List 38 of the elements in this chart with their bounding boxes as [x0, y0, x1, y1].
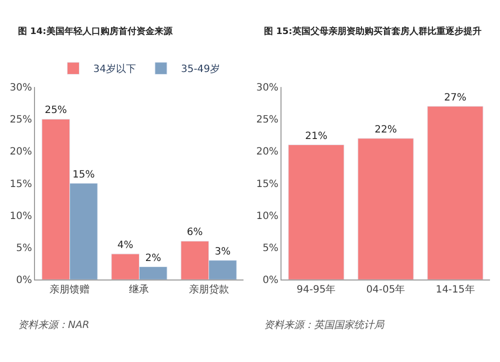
- chart-title: 图 14:美国年轻人口购房首付资金来源: [18, 26, 174, 37]
- y-tick-label: 5%: [262, 243, 278, 254]
- legend-label: 35-49岁: [180, 63, 220, 76]
- y-tick-label: 20%: [256, 146, 278, 158]
- legend-label: 34岁以下: [93, 63, 136, 76]
- text: 27%: [444, 92, 466, 104]
- x-tick-label: 继承: [129, 284, 150, 296]
- y-tick-label: 30%: [10, 82, 32, 94]
- y-tick-label: 10%: [256, 210, 278, 222]
- bar: [427, 106, 484, 280]
- y-tick-label: 30%: [256, 82, 278, 94]
- text: 4%: [117, 240, 134, 251]
- y-tick-label: 25%: [10, 114, 32, 126]
- x-tick-label: 94-95年: [296, 284, 336, 296]
- y-tick-label: 0%: [16, 275, 32, 286]
- x-tick-label: 亲朋贷款: [188, 284, 229, 296]
- text: 22%: [374, 124, 397, 136]
- y-tick-label: 15%: [256, 178, 278, 190]
- y-tick-label: 5%: [16, 243, 32, 254]
- x-tick-label: 亲朋馈赠: [50, 284, 90, 296]
- y-tick-label: 10%: [10, 210, 32, 222]
- text: 21%: [305, 130, 328, 142]
- x-tick-label: 14-15年: [436, 284, 475, 296]
- text: 25%: [44, 105, 67, 116]
- y-tick-label: 25%: [256, 114, 278, 126]
- text: 15%: [72, 169, 95, 180]
- bar: [288, 144, 344, 280]
- y-tick-label: 20%: [10, 146, 32, 158]
- text: 3%: [214, 246, 231, 258]
- text: 资料来源：NAR: [18, 319, 90, 331]
- x-tick-label: 04-05年: [366, 284, 406, 296]
- text: 2%: [145, 252, 162, 264]
- text: 资料来源：英国国家统计局: [264, 319, 385, 331]
- text: 6%: [186, 227, 203, 238]
- y-tick-label: 0%: [262, 275, 278, 286]
- y-tick-label: 15%: [10, 178, 32, 190]
- chart-title: 图 15:英国父母亲朋资助购买首套房人群比重逐步提升: [264, 26, 482, 37]
- bar: [358, 138, 414, 280]
